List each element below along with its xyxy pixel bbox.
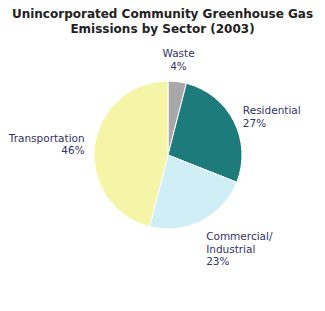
slice-label: Transportation46%	[8, 132, 85, 157]
slice-label: Waste4%	[162, 47, 194, 72]
title-line: Unincorporated Community Greenhouse Gas	[12, 7, 313, 21]
slice-category-label: Commercial/	[206, 230, 273, 242]
pie-labels: Waste4% Residential27% Commercial/Industri…	[8, 47, 301, 267]
slice-value-label: 27%	[243, 117, 266, 129]
chart-container: Unincorporated Community Greenhouse GasE…	[0, 0, 325, 311]
slice-value-label: 4%	[170, 60, 187, 72]
pie-slices	[94, 81, 242, 229]
slice-category-label: Industrial	[206, 243, 255, 255]
slice-category-label: Waste	[162, 47, 194, 59]
slice-category-label: Transportation	[8, 132, 85, 144]
slice-label: Commercial/Industrial23%	[206, 230, 273, 267]
chart-svg: Unincorporated Community Greenhouse GasE…	[0, 0, 325, 311]
slice-value-label: 23%	[206, 255, 229, 267]
slice-category-label: Residential	[243, 104, 301, 116]
slice-value-label: 46%	[61, 144, 84, 156]
slice-label: Residential27%	[243, 104, 301, 129]
pie-slice	[94, 81, 168, 227]
title-line: Emissions by Sector (2003)	[70, 22, 254, 36]
chart-title: Unincorporated Community Greenhouse GasE…	[12, 7, 313, 36]
